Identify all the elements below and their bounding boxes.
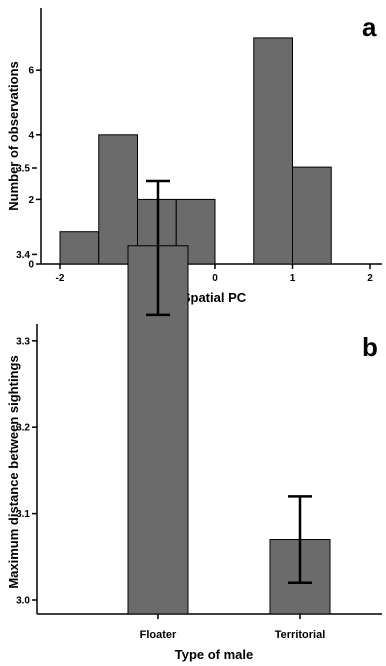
y-tick-label: 2 bbox=[28, 195, 34, 206]
panel-b-bar-chart: b 3.03.13.23.33.43.5 Floater Territorial … bbox=[6, 164, 382, 662]
x-category-label: Floater bbox=[140, 629, 177, 641]
panel-b-y-ticks: 3.0 3.1 3.2 3.3 3.4 3.5 bbox=[16, 164, 37, 607]
panel-b-x-axis-title: Type of male bbox=[175, 647, 254, 662]
histogram-bar bbox=[98, 134, 138, 265]
x-tick-label: 2 bbox=[367, 273, 373, 284]
y-tick-label: 0 bbox=[28, 260, 34, 271]
y-tick-label: 3.2 bbox=[16, 423, 30, 434]
y-tick-label: 3.0 bbox=[16, 596, 30, 607]
y-tick-label: 3.1 bbox=[16, 509, 30, 520]
y-tick-label: 4 bbox=[28, 130, 34, 141]
histogram-bar bbox=[292, 166, 332, 265]
panel-a-bars bbox=[59, 37, 332, 265]
x-category-label: Territorial bbox=[275, 629, 326, 641]
y-tick-label: 3.3 bbox=[16, 336, 30, 347]
panel-a-x-ticks: -2-1012 bbox=[56, 264, 373, 284]
panel-a-y-ticks: 0 2 4 6 bbox=[28, 66, 41, 271]
x-tick-label: 0 bbox=[212, 273, 218, 284]
x-tick-label: 1 bbox=[290, 273, 296, 284]
panel-b-y-axis-title: Maximum distance between sightings bbox=[6, 355, 21, 588]
panel-a-x-axis-title: Spatial PC bbox=[182, 290, 247, 305]
panel-a-y-axis-title: Number of observations bbox=[6, 61, 21, 211]
panel-b-error-bars bbox=[146, 179, 312, 584]
panel-b-letter: b bbox=[362, 332, 378, 362]
x-tick-label: -2 bbox=[56, 273, 65, 284]
panel-b-x-ticks: Floater Territorial bbox=[140, 614, 326, 641]
histogram-bar bbox=[59, 231, 100, 265]
histogram-bar bbox=[253, 37, 293, 265]
y-tick-label: 3.5 bbox=[16, 164, 30, 175]
y-tick-label: 3.4 bbox=[16, 250, 30, 261]
y-tick-label: 6 bbox=[28, 66, 34, 77]
panel-a-letter: a bbox=[362, 12, 377, 42]
